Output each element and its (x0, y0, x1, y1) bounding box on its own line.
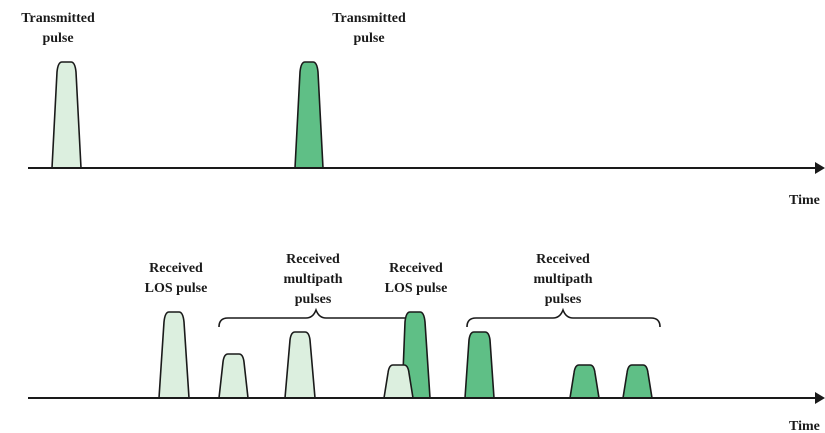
top-label-2-line-2: pulse (353, 31, 384, 46)
multipath-pulse-1a (218, 353, 249, 399)
top-label-1-line-2: pulse (42, 31, 73, 46)
multipath-label-1-line-2: multipath (283, 272, 342, 287)
bottom-axis-arrowhead (815, 392, 825, 404)
top-label-1-line-1: Transmitted (21, 11, 95, 26)
received-los-pulse-1 (158, 311, 190, 399)
multipath-pulse-2c (622, 364, 653, 399)
multipath-label-1-line-1: Received (286, 252, 340, 267)
multipath-label-1-line-3: pulses (295, 292, 332, 307)
multipath-pulse-1c (383, 364, 414, 399)
multipath-label-2-line-1: Received (536, 252, 590, 267)
top-label-2-line-1: Transmitted (332, 11, 406, 26)
los-label-2-line-1: Received (389, 261, 443, 276)
multipath-brace-1 (218, 307, 418, 328)
multipath-pulse-2b (569, 364, 600, 399)
multipath-pulse-1b (284, 331, 316, 399)
top-axis-arrowhead (815, 162, 825, 174)
los-label-1-line-2: LOS pulse (145, 281, 208, 296)
multipath-pulse-2a (464, 331, 495, 399)
transmitted-pulse-2 (294, 61, 324, 169)
bottom-panel: Received LOS pulse Received multipath pu… (28, 252, 825, 433)
los-label-2-line-2: LOS pulse (385, 281, 448, 296)
bottom-time-label: Time (789, 419, 820, 433)
multipath-brace-2 (466, 307, 661, 328)
los-label-1-line-1: Received (149, 261, 203, 276)
top-panel: Transmitted pulse Transmitted pulse Time (21, 11, 825, 208)
multipath-label-2-line-2: multipath (533, 272, 592, 287)
transmitted-pulse-1 (51, 61, 82, 169)
top-time-label: Time (789, 193, 820, 208)
multipath-label-2-line-3: pulses (545, 292, 582, 307)
